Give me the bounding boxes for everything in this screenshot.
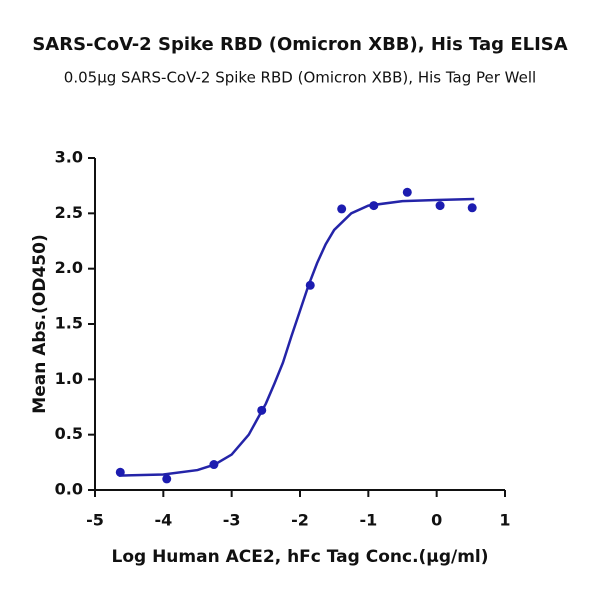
x-tick-label: -3 [223,511,241,530]
y-axis-label: Mean Abs.(OD450) [30,234,50,413]
data-point [305,280,315,290]
x-tick-label: -1 [359,511,377,530]
y-tick-label: 0.5 [55,424,83,443]
fit-curve [118,197,475,477]
y-tick-label: 1.5 [55,314,83,333]
chart-subtitle: 0.05μg SARS-CoV-2 Spike RBD (Omicron XBB… [64,69,536,87]
data-point [257,405,267,415]
data-point [337,204,347,214]
x-tick-label: 1 [499,511,510,530]
y-tick-label: 2.5 [55,203,83,222]
data-point [435,201,445,211]
y-tick-label: 1.0 [55,369,83,388]
data-point [369,201,379,211]
y-tick-label: 3.0 [55,148,83,167]
data-point [162,474,172,484]
y-tick-label: 2.0 [55,258,83,277]
x-tick-label: 0 [431,511,442,530]
data-point [115,467,125,477]
y-tick-label: 0.0 [55,480,83,499]
data-point [467,203,477,213]
x-tick-label: -4 [154,511,172,530]
chart-title: SARS-CoV-2 Spike RBD (Omicron XBB), His … [32,34,567,55]
data-point [209,460,219,470]
x-tick-label: -2 [291,511,309,530]
data-point [402,187,412,197]
x-tick-label: -5 [86,511,104,530]
x-axis-label: Log Human ACE2, hFc Tag Conc.(μg/ml) [111,547,488,567]
